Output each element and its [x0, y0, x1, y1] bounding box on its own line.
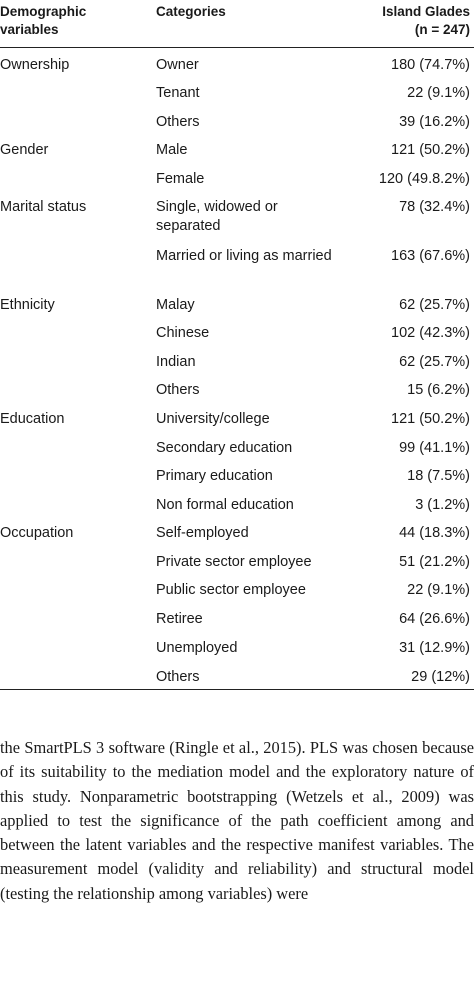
row-value: 22 (9.1%)	[407, 582, 470, 598]
row-value: 121 (50.2%)	[391, 142, 470, 158]
row-value: 62 (25.7%)	[399, 354, 470, 370]
row-category: Private sector employee	[156, 554, 312, 570]
row-category: Malay	[156, 297, 195, 313]
row-category: Married or living as married	[156, 248, 332, 264]
row-variable: Education	[0, 411, 65, 427]
row-category: Non formal education	[156, 497, 294, 513]
row-value: 51 (21.2%)	[399, 554, 470, 570]
row-value: 180 (74.7%)	[391, 57, 470, 73]
row-value: 99 (41.1%)	[399, 440, 470, 456]
row-category: Self-employed	[156, 525, 249, 541]
header-site: Island Glades (n = 247)	[382, 3, 470, 39]
row-value: 22 (9.1%)	[407, 85, 470, 101]
row-category: Female	[156, 171, 205, 187]
row-variable: Marital status	[0, 199, 87, 215]
body-paragraph: the SmartPLS 3 software (Ringle et al., …	[0, 738, 474, 903]
row-category: Primary education	[156, 468, 273, 484]
row-value: 102 (42.3%)	[391, 325, 470, 341]
row-category: Public sector employee	[156, 582, 306, 598]
row-category: Indian	[156, 354, 196, 370]
row-value: 31 (12.9%)	[399, 640, 470, 656]
row-variable: Ownership	[0, 57, 70, 73]
header-site-name: Island Glades	[382, 4, 470, 19]
row-category: Others	[156, 114, 200, 130]
table-header: Demographic variables Categories Island …	[0, 0, 474, 48]
row-category: Others	[156, 382, 200, 398]
row-value: 29 (12%)	[411, 669, 470, 685]
row-value: 3 (1.2%)	[415, 497, 470, 513]
row-value: 64 (26.6%)	[399, 611, 470, 627]
row-value: 78 (32.4%)	[399, 199, 470, 215]
row-value: 39 (16.2%)	[399, 114, 470, 130]
row-value: 120 (49.8.2%)	[378, 171, 470, 187]
row-category: Secondary education	[156, 440, 293, 456]
row-variable: Ethnicity	[0, 297, 55, 313]
table-bottom-rule	[0, 689, 474, 690]
row-category: University/college	[156, 411, 270, 427]
header-variable-line2: variables	[0, 22, 59, 37]
row-category: Owner	[156, 57, 199, 73]
row-category: Male	[156, 142, 188, 158]
row-category: Unemployed	[156, 640, 238, 656]
row-value: 121 (50.2%)	[391, 411, 470, 427]
row-category: Others	[156, 669, 200, 685]
row-variable: Occupation	[0, 525, 74, 541]
header-variable: Demographic variables	[0, 3, 86, 39]
row-variable: Gender	[0, 142, 49, 158]
row-category: Chinese	[156, 325, 210, 341]
row-category: Retiree	[156, 611, 203, 627]
row-value: 62 (25.7%)	[399, 297, 470, 313]
row-value: 18 (7.5%)	[407, 468, 470, 484]
header-site-n: (n = 247)	[414, 22, 470, 37]
row-category: Single, widowed or separated	[156, 199, 278, 234]
row-value: 163 (67.6%)	[391, 248, 470, 264]
row-category: Tenant	[156, 85, 200, 101]
row-value: 44 (18.3%)	[399, 525, 470, 541]
row-value: 15 (6.2%)	[407, 382, 470, 398]
header-category: Categories	[156, 4, 226, 19]
header-variable-line1: Demographic	[0, 4, 87, 19]
